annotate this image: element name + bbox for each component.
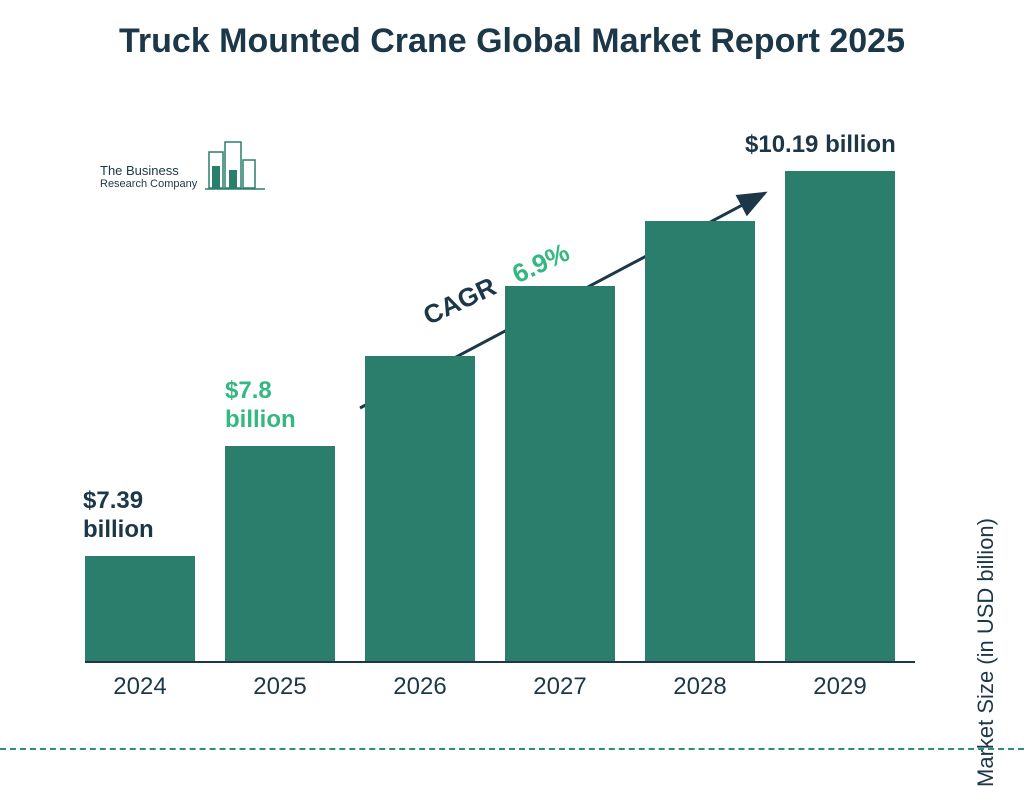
data-label-2025: $7.8billion	[225, 377, 296, 435]
cagr-value: 6.9%	[508, 237, 574, 289]
bar-chart: CAGR 6.9% 202420252026202720282029$7.39b…	[85, 143, 915, 663]
bar-2027	[505, 286, 615, 661]
data-label-2029: $10.19 billion	[745, 131, 896, 160]
bar-2024	[85, 556, 195, 661]
bar-2025	[225, 446, 335, 661]
chart-baseline	[85, 661, 915, 663]
chart-title: Truck Mounted Crane Global Market Report…	[0, 20, 1024, 63]
bottom-divider	[0, 748, 1024, 750]
bar-2026	[365, 356, 475, 661]
y-axis-label: Market Size (in USD billion)	[973, 518, 999, 787]
xlabel-2029: 2029	[785, 673, 895, 701]
data-label-2024: $7.39billion	[83, 487, 154, 545]
xlabel-2028: 2028	[645, 673, 755, 701]
bar-2029	[785, 171, 895, 661]
xlabel-2027: 2027	[505, 673, 615, 701]
cagr-prefix: CAGR	[418, 271, 500, 331]
xlabel-2026: 2026	[365, 673, 475, 701]
xlabel-2025: 2025	[225, 673, 335, 701]
xlabel-2024: 2024	[85, 673, 195, 701]
bar-2028	[645, 221, 755, 661]
